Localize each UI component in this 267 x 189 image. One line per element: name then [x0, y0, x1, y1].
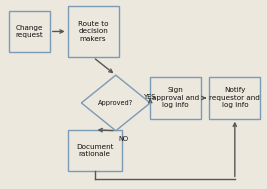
Text: YES: YES	[144, 94, 156, 100]
Polygon shape	[81, 75, 150, 131]
Text: Change
request: Change request	[15, 25, 43, 38]
FancyBboxPatch shape	[68, 6, 119, 57]
FancyBboxPatch shape	[9, 11, 50, 52]
Text: Route to
decision
makers: Route to decision makers	[78, 21, 108, 42]
Text: Sign
approval and
log info: Sign approval and log info	[152, 88, 199, 108]
Text: Notify
requestor and
log info: Notify requestor and log info	[209, 88, 260, 108]
FancyBboxPatch shape	[68, 130, 122, 171]
FancyBboxPatch shape	[150, 77, 201, 119]
Text: Document
rationale: Document rationale	[76, 144, 113, 157]
Text: NO: NO	[119, 136, 129, 142]
FancyBboxPatch shape	[209, 77, 260, 119]
Text: Approved?: Approved?	[98, 100, 134, 106]
